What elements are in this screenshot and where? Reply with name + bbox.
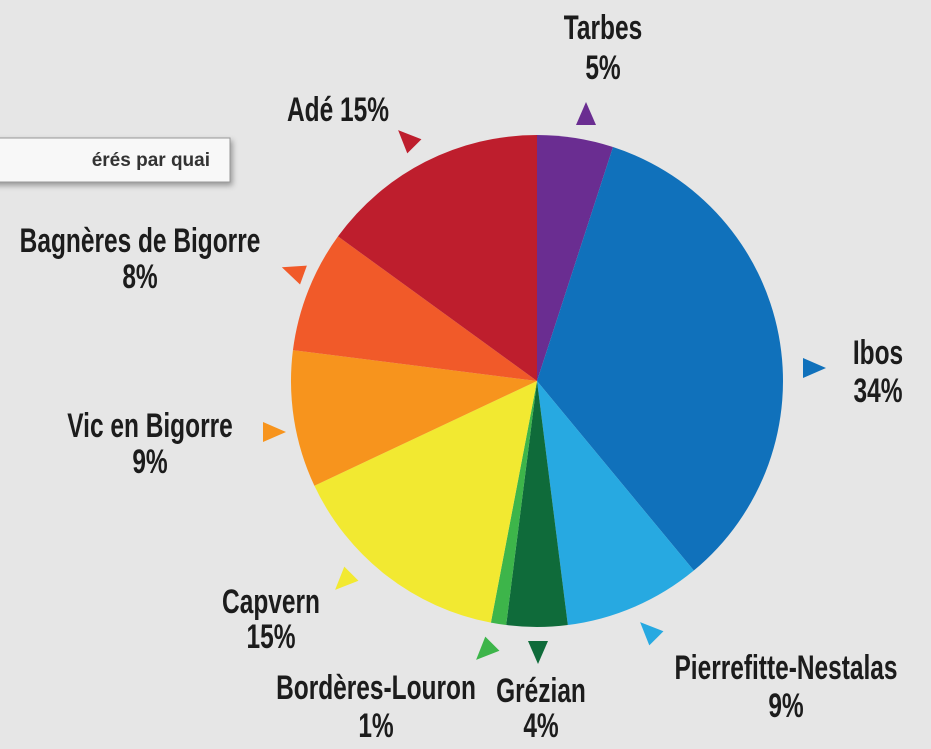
value-label: 15% [340,91,389,129]
pie-slice [337,135,537,381]
pointer [335,566,359,590]
value-label: 1% [358,707,393,745]
label-group: 15% [247,618,296,656]
category-label: Ibos [853,334,903,372]
value-label: 8% [122,258,157,296]
label-group: Pierrefitte-Nestalas [674,649,897,687]
label-group: Capvern [222,583,320,621]
pointer [640,622,664,646]
pie-slice [537,147,783,571]
label-group: Bagnères de Bigorre [20,222,261,260]
category-label: Vic en Bigorre [67,407,232,445]
pointer [528,641,548,664]
value-label: 9% [132,443,167,481]
value-label: 34% [854,372,903,410]
category-label: Pierrefitte-Nestalas [674,649,897,687]
pie-slice [537,381,694,626]
pointer [398,130,422,154]
pie-slice [537,135,614,381]
label-group: Bordères-Louron [276,669,476,707]
category-label: Tarbes [564,9,642,47]
value-label: 15% [247,618,296,656]
label-group: 8% [122,258,157,296]
pointer [476,636,500,660]
chart-title: érés par quai [92,150,210,171]
category-label: Capvern [222,583,320,621]
category-label: Bordères-Louron [276,669,476,707]
category-label: Adé [287,91,333,129]
label-group: Grézian [496,672,586,710]
slice-label: Adé 15% [287,91,389,129]
label-group: 4% [523,707,558,745]
label-group: Tarbes [564,9,642,47]
label-group: 5% [585,49,620,87]
pie-slice [506,381,568,627]
category-label: Grézian [496,672,586,710]
label-group: 9% [768,687,803,725]
pie-slice [314,381,537,623]
title-box [0,137,231,183]
label-group: 9% [132,443,167,481]
label-group: Ibos [853,334,903,372]
value-label: 4% [523,707,558,745]
label-group: 34% [854,372,903,410]
pointer [576,102,596,125]
value-label: 9% [768,687,803,725]
label-group: 1% [358,707,393,745]
category-label: Bagnères de Bigorre [20,222,261,260]
pointer [803,358,826,378]
value-label: 5% [585,49,620,87]
pie-slice [291,350,537,486]
pie-slice [292,236,537,381]
label-group: Adé 15% [287,91,389,129]
pointer [281,265,307,285]
label-group: Vic en Bigorre [67,407,232,445]
pie-slice [490,381,537,626]
pointer [263,422,286,442]
